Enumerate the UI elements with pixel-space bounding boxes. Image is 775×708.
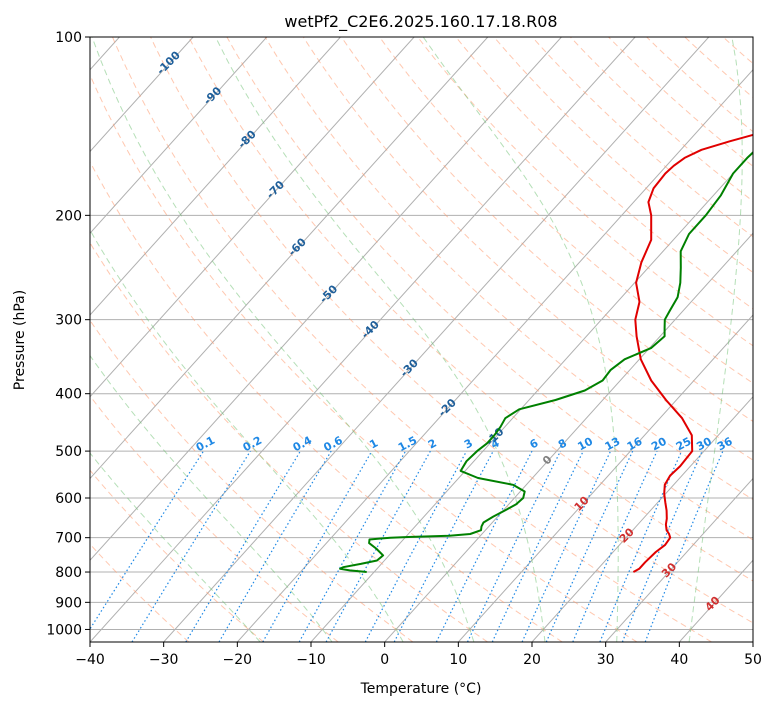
mixing-ratio-line (521, 450, 612, 642)
dry-adiabat (264, 37, 753, 501)
isotherm-gridline (310, 150, 753, 642)
x-tick-label: 40 (670, 652, 688, 668)
x-axis-label: Temperature (°C) (360, 681, 482, 697)
moist-adiabat (90, 229, 404, 642)
x-tick-label: −20 (223, 652, 253, 668)
x-tick-label: 20 (523, 652, 541, 668)
y-tick-label: 300 (55, 313, 82, 329)
mixing-ratio-line (325, 450, 431, 642)
dry-adiabat (493, 37, 753, 274)
x-tick-label: 50 (744, 652, 762, 668)
y-tick-label: 200 (55, 208, 82, 224)
dry-adiabat (455, 37, 753, 310)
dry-adiabat (90, 395, 339, 642)
isotherm-gridline (90, 37, 489, 480)
x-tick-label: 0 (380, 652, 389, 668)
chart-title: wetPf2_C2E6.2025.160.17.18.R08 (284, 12, 557, 32)
isotherm-gridline (384, 232, 753, 642)
y-tick-label: 100 (55, 30, 82, 46)
mixing-ratio-line (599, 450, 683, 642)
plot-area: 0.1 0.2 0.4 0.6 1 1.5 2 3 4 6 8 10 13 16 20 25 30 36-100-… (90, 37, 753, 642)
isotherm-gridline (236, 68, 753, 642)
dry-adiabat (90, 319, 414, 642)
mixing-ratio-line (466, 450, 562, 642)
moist-adiabat (688, 37, 743, 642)
isotherm-gridline (90, 37, 268, 234)
dry-adiabat (417, 37, 753, 347)
mixing-ratio-line (262, 450, 373, 642)
dry-adiabat (90, 73, 638, 642)
mixing-ratio-label: 20 (649, 435, 669, 454)
y-tick-label: 1000 (46, 622, 82, 638)
dry-adiabat (379, 37, 753, 384)
moist-adiabat (90, 354, 333, 642)
dry-adiabat (226, 37, 753, 541)
mixing-ratio-label: 16 (625, 435, 645, 454)
dry-adiabat (112, 37, 712, 642)
mixing-ratio-line (491, 450, 584, 642)
y-tick-label: 900 (55, 595, 82, 611)
temperature-profile-line (632, 133, 753, 573)
mixing-ratio-line (621, 450, 703, 642)
mixing-ratio-label: 10 (575, 435, 595, 454)
y-tick-label: 500 (55, 444, 82, 460)
mixing-ratio-line (218, 450, 332, 642)
mixing-ratio-label: 13 (603, 435, 623, 454)
isotherm-gridline (90, 37, 415, 398)
y-tick-label: 400 (55, 387, 82, 403)
isotherm-gridline (457, 314, 753, 642)
x-tick-label: −40 (75, 652, 105, 668)
mixing-ratio-line (131, 450, 251, 642)
mixing-ratio-line (185, 450, 301, 642)
dry-adiabat (608, 37, 753, 167)
mixing-ratio-label: 25 (674, 435, 694, 454)
moist-adiabat (422, 37, 619, 642)
dry-adiabat (90, 241, 488, 642)
dry-adiabat (570, 37, 753, 202)
dry-adiabat (150, 37, 753, 624)
mixing-ratio-line (545, 450, 634, 642)
x-tick-label: −30 (149, 652, 179, 668)
isotherm-gridline (90, 37, 194, 153)
y-tick-label: 800 (55, 565, 82, 581)
x-tick-label: −10 (296, 652, 326, 668)
dry-adiabat (188, 37, 753, 582)
isotherm-gridline (605, 477, 753, 642)
isotherm-gridline (90, 37, 562, 561)
axes: −40 −30 −20 −10 0 10 20 30 40 50 100 200 300 400 500 60… (46, 30, 762, 668)
x-tick-label: 30 (597, 652, 615, 668)
x-tick-label: 10 (449, 652, 467, 668)
dry-adiabat (90, 160, 563, 642)
isotherm-gridline (531, 395, 753, 642)
dewpoint-profile-line (339, 151, 753, 573)
moist-adiabat (91, 37, 475, 642)
mixing-ratio-line (298, 450, 407, 642)
isotherm-gridline (90, 37, 636, 642)
mixing-ratio-label: 30 (694, 435, 714, 454)
isotherm-gridline (90, 37, 341, 316)
y-tick-label: 700 (55, 531, 82, 547)
y-axis-label: Pressure (hPa) (12, 290, 28, 390)
mixing-ratio-line (90, 450, 205, 631)
moist-adiabat (90, 452, 261, 642)
plot-frame (89, 36, 754, 643)
y-tick-label: 600 (55, 491, 82, 507)
moist-adiabat (215, 37, 546, 642)
mixing-ratio-label: 36 (715, 435, 735, 454)
isotherm-gridline (163, 37, 710, 642)
